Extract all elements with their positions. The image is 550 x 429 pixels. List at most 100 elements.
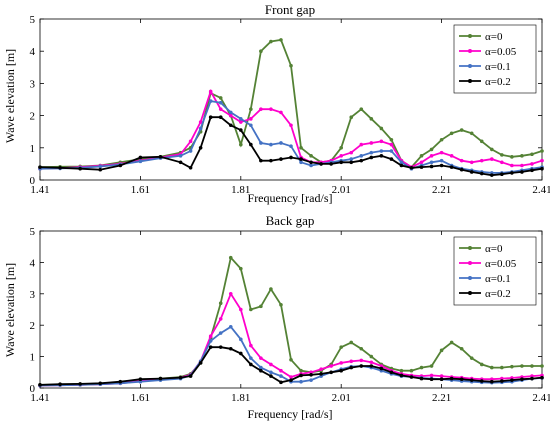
data-point [389,149,394,153]
data-point [269,287,273,291]
data-point [138,159,143,164]
y-tick-label: 1 [30,143,36,155]
data-point [228,255,233,260]
data-point [228,113,233,118]
data-point [299,373,303,378]
y-tick-label: 4 [30,257,36,269]
data-point [359,107,364,111]
data-point [399,163,404,168]
data-point [309,163,313,168]
y-tick-label: 0 [30,175,36,187]
data-point [379,149,384,153]
data-point [409,165,414,170]
data-point [409,375,414,379]
data-point [289,144,293,148]
data-point [490,157,494,161]
legend-marker [468,49,472,53]
data-point [269,370,273,375]
data-point [188,139,193,144]
data-point [78,166,82,171]
x-tick-label: 1.41 [30,392,49,404]
data-point [319,372,323,376]
x-tick-label: 2.21 [432,392,451,404]
data-point [459,377,464,382]
y-tick-label: 4 [30,46,36,58]
data-point [540,375,544,380]
data-point [249,107,253,111]
data-point [399,373,404,378]
data-point [239,117,243,121]
data-point [479,362,484,367]
data-point [218,345,223,349]
x-tick-label: 2.21 [432,184,451,196]
data-point [500,172,504,177]
data-point [279,374,283,378]
data-point [490,173,494,177]
data-point [299,379,303,384]
data-point [500,376,504,381]
data-point [439,150,444,155]
data-point [218,96,223,100]
data-point [520,364,524,368]
x-tick-label: 1.81 [231,184,250,196]
data-point [319,367,323,371]
data-point [349,160,354,165]
data-point [158,155,163,159]
data-point [98,167,103,172]
data-point [530,364,534,368]
data-point [228,292,233,296]
data-point [449,131,454,136]
data-point [218,301,223,306]
data-point [228,123,233,128]
data-point [339,368,344,373]
data-point [158,376,163,381]
data-point [249,307,253,312]
data-point [208,89,213,94]
data-point [349,365,354,370]
data-point [329,364,333,368]
data-point [279,368,283,373]
data-point [429,160,434,165]
data-point [339,154,344,158]
data-point [299,368,303,373]
data-point [429,364,434,368]
data-point [249,362,253,367]
data-point [510,364,514,369]
data-point [530,162,534,166]
data-point [218,100,223,105]
data-point [208,334,213,338]
legend-marker [468,79,472,83]
data-point [439,158,444,163]
data-point [249,123,253,128]
data-point [369,364,374,368]
data-point [269,107,273,111]
data-point [469,131,474,136]
legend-label: α=0.1 [485,273,511,285]
data-point [38,383,42,387]
x-tick-label: 2.41 [532,392,550,404]
data-point [359,154,364,158]
data-point [339,160,344,165]
y-tick-label: 1 [30,352,36,364]
data-point [379,139,384,144]
legend-label: α=0.2 [485,76,511,88]
legend-marker [468,291,472,295]
x-tick-label: 2.01 [332,392,351,404]
x-tick-label: 1.41 [30,184,49,196]
data-point [429,154,434,158]
data-point [389,142,394,147]
data-point [510,171,514,175]
data-point [349,115,354,120]
data-point [439,163,444,168]
data-point [208,339,213,343]
data-point [490,365,494,370]
data-point [349,150,354,155]
x-tick-label: 1.81 [231,392,250,404]
data-point [389,370,394,375]
data-point [389,137,394,142]
data-point [259,368,263,373]
data-point [510,378,514,382]
data-point [329,162,333,166]
data-point [239,266,243,271]
data-point [419,365,424,370]
